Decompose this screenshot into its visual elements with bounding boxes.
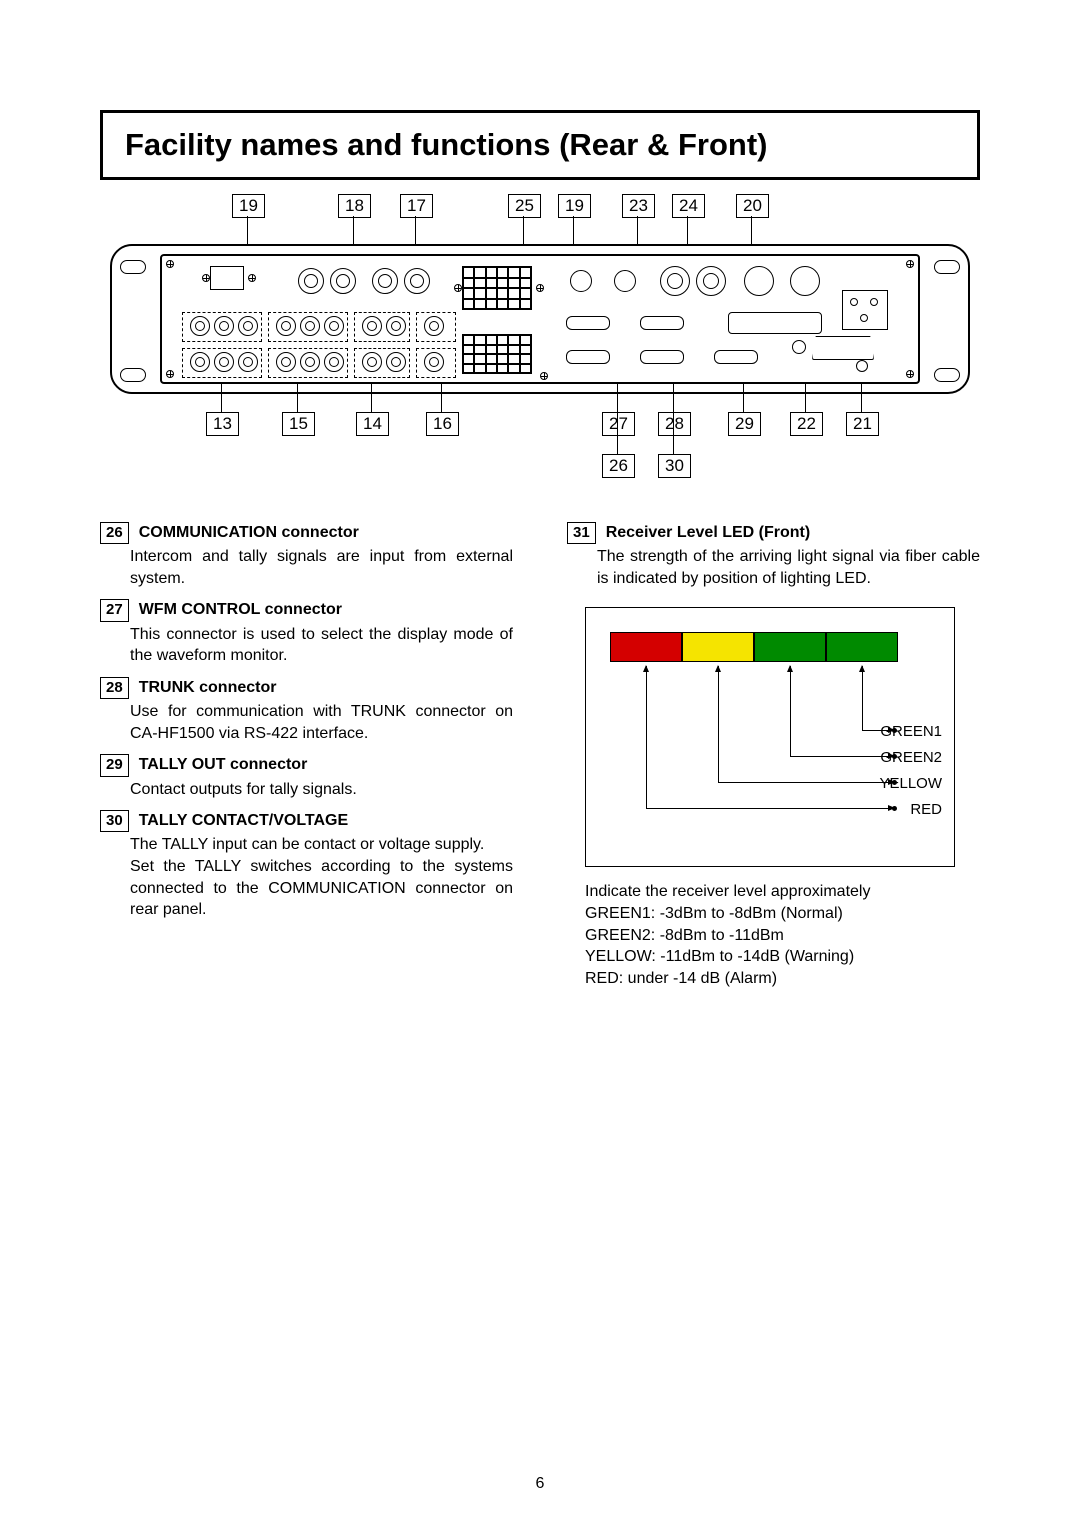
- description-item: 27 WFM CONTROL connector This connector is…: [100, 599, 513, 666]
- led-label: GREEN2: [880, 748, 942, 768]
- led-label: GREEN1: [880, 722, 942, 742]
- led-cell: [610, 632, 682, 662]
- left-column: 26 COMMUNICATION connectorIntercom and ta…: [100, 522, 513, 989]
- led-cell: [754, 632, 826, 662]
- item-number: 29: [100, 754, 129, 776]
- item-title: Receiver Level LED (Front): [606, 522, 811, 544]
- page-title-box: Facility names and functions (Rear & Fro…: [100, 110, 980, 180]
- item-title: TRUNK connector: [139, 677, 277, 699]
- item-title: TALLY CONTACT/VOLTAGE: [139, 810, 348, 832]
- callout: 13: [206, 412, 239, 436]
- chassis-outline: [110, 244, 970, 394]
- item-number: 26: [100, 522, 129, 544]
- item-body: This connector is used to select the dis…: [130, 624, 513, 667]
- levels-text: Indicate the receiver level approximatel…: [585, 881, 980, 989]
- callout: 16: [426, 412, 459, 436]
- led-cell: [826, 632, 898, 662]
- item-body: Use for communication with TRUNK connect…: [130, 701, 513, 744]
- led-cell: [682, 632, 754, 662]
- rear-panel-diagram: 19 18 17 25 19 23 24 20: [110, 194, 970, 504]
- page-title: Facility names and functions (Rear & Fro…: [125, 127, 955, 163]
- item-number: 30: [100, 810, 129, 832]
- callout: 27: [602, 412, 635, 436]
- description-item: 29 TALLY OUT connector Contact outputs for…: [100, 754, 513, 800]
- led-label: RED: [910, 800, 942, 820]
- callout: 23: [622, 194, 655, 218]
- callout: 19: [232, 194, 265, 218]
- item-body: The TALLY input can be contact or voltag…: [130, 834, 513, 920]
- callout: 21: [846, 412, 879, 436]
- description-item: 26 COMMUNICATION connectorIntercom and ta…: [100, 522, 513, 589]
- item-title: COMMUNICATION connector: [139, 522, 359, 544]
- item-title: WFM CONTROL connector: [139, 599, 342, 621]
- callout: 30: [658, 454, 691, 478]
- callout: 19: [558, 194, 591, 218]
- description-item: 30 TALLY CONTACT/VOLTAGEThe TALLY input c…: [100, 810, 513, 921]
- page-number: 6: [0, 1475, 1080, 1493]
- callout: 17: [400, 194, 433, 218]
- callout: 24: [672, 194, 705, 218]
- callout: 25: [508, 194, 541, 218]
- callout: 26: [602, 454, 635, 478]
- description-item: 28 TRUNK connectorUse for communication w…: [100, 677, 513, 744]
- item-number: 31: [567, 522, 596, 544]
- callout: 14: [356, 412, 389, 436]
- item-number: 28: [100, 677, 129, 699]
- item-number: 27: [100, 599, 129, 621]
- callout: 20: [736, 194, 769, 218]
- led-diagram: GREEN1 GREEN2 YELLOW RED: [585, 607, 955, 867]
- callout: 18: [338, 194, 371, 218]
- callout: 15: [282, 412, 315, 436]
- item-body: The strength of the arriving light signa…: [597, 546, 980, 589]
- right-column: 31 Receiver Level LED (Front) The streng…: [567, 522, 980, 989]
- item-title: TALLY OUT connector: [139, 754, 308, 776]
- callout: 22: [790, 412, 823, 436]
- item-body: Contact outputs for tally signals.: [130, 779, 513, 801]
- item-body: Intercom and tally signals are input fro…: [130, 546, 513, 589]
- callout: 29: [728, 412, 761, 436]
- callout: 28: [658, 412, 691, 436]
- led-label: YELLOW: [879, 774, 942, 794]
